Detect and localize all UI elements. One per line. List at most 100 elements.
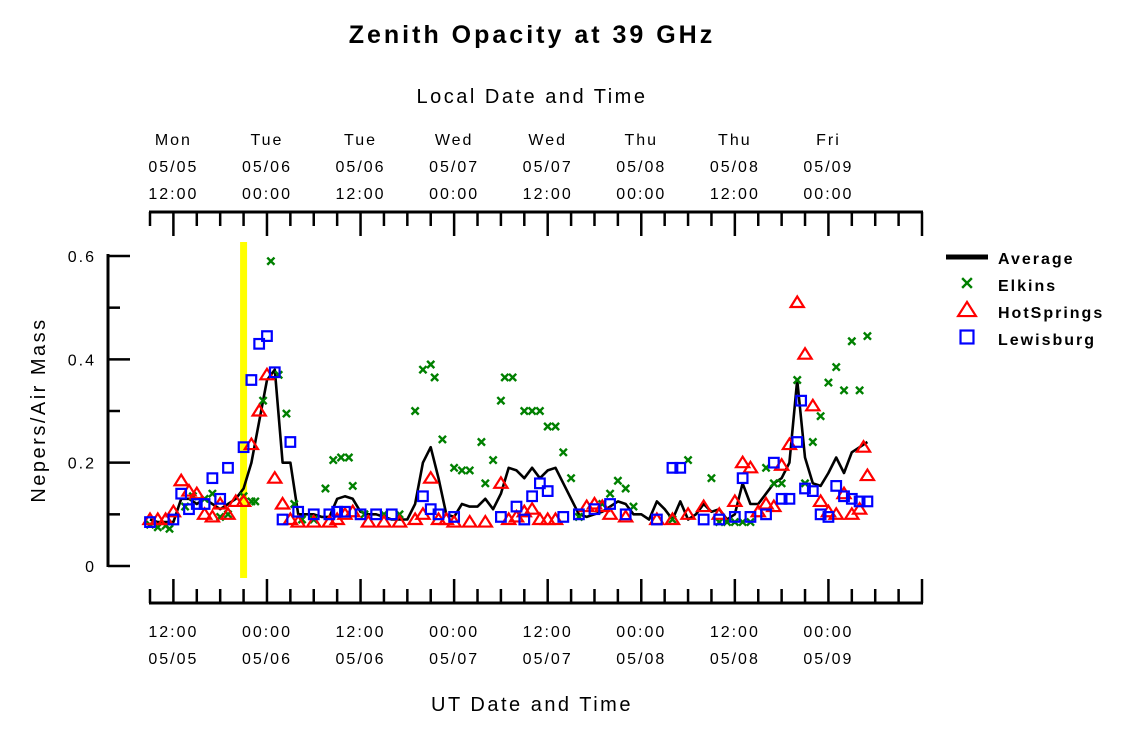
axes-layer: 0 0.2 0.4 0.6 Mon 05/05 12:00 Tue 05/06 00:00 Tue 0… [68,132,924,668]
lewisburg-point [237,441,250,454]
lewisburg-point [799,482,811,495]
top-tick-label: 12:00 [148,186,198,203]
elkins-point [855,385,865,395]
bottom-tick-label: 00:00 [429,624,479,641]
elkins-point [437,434,447,444]
lewisburg-point [518,513,531,526]
elkins-point-stroke [258,396,268,406]
elkins-point-stroke [437,434,447,444]
elkins-point-stroke [336,453,346,462]
lewisburg-point [331,505,344,518]
legend-label: HotSprings [998,305,1104,322]
series-elkins [145,256,872,534]
lewisburg-point [861,495,874,508]
lewisburg-point [760,508,772,521]
elkins-point-stroke [465,465,475,475]
lewisburg-point [432,508,445,521]
lewisburg-point [253,337,266,350]
top-tick-label: 05/08 [710,159,760,176]
elkins-point [266,256,276,266]
elkins-point [839,385,849,395]
lewisburg-point [736,472,749,485]
hotsprings-point [234,493,253,508]
elkins-point-stroke [250,496,260,506]
elkins-point [344,453,354,462]
elkins-point [551,422,560,431]
bottom-tick-label: 00:00 [616,624,666,641]
top-tick-label: 05/06 [336,159,386,176]
elkins-point [823,378,833,388]
elkins-point [496,396,506,406]
top-tick-label: Mon [155,132,192,149]
elkins-point-stroke [289,499,299,509]
hotsprings-point [749,503,767,518]
lewisburg-point [806,485,819,497]
hotsprings-point [788,294,806,309]
hotsprings-point [250,402,268,417]
elkins-point [808,437,818,447]
elkins-point-stroke [816,411,826,421]
hotsprings-point [585,495,604,510]
hotsprings-point [854,439,873,453]
legend-marker-stroke [961,277,973,289]
series-hotsprings [141,294,877,528]
top-tick-label: 12:00 [710,186,760,203]
hotsprings-point [375,514,393,528]
lewisburg-point [284,436,297,448]
elkins-point [336,453,346,462]
top-tick-label: 00:00 [616,186,666,203]
y-tick-label: 0 [85,559,96,576]
elkins-point [488,455,498,465]
lewisburg-point [588,503,601,516]
elkins-point-stroke [321,484,330,493]
elkins-point-stroke [480,478,490,488]
elkins-point-stroke [566,473,576,483]
legend-item-average: Average [946,251,1073,268]
elkins-point [519,406,529,416]
elkins-point-stroke [496,396,506,406]
elkins-point [457,465,467,475]
elkins-point-stroke [769,478,779,488]
lewisburg-point [822,511,835,523]
elkins-point [792,375,802,385]
lewisburg-point [830,480,843,492]
elkins-point [558,447,568,457]
lewisburg-point [783,492,796,505]
elkins-point [816,411,826,421]
lewisburg-point [448,511,461,523]
top-tick-label: 00:00 [429,186,479,203]
lewisburg-point [175,487,188,500]
elkins-point-stroke [847,336,857,346]
elkins-point-stroke [418,365,428,375]
lewisburg-point [198,498,211,510]
bottom-tick-label: 05/05 [148,651,198,668]
legend-item-hotsprings: HotSprings [956,299,1104,322]
elkins-point [527,406,537,416]
elkins-point [328,455,338,465]
hotsprings-point [679,506,697,520]
elkins-point [500,372,510,382]
lewisburg-point [713,513,726,526]
lewisburg-point [417,490,429,503]
bottom-tick-label: 12:00 [523,624,573,641]
elkins-point-stroke [621,484,631,493]
elkins-point [707,473,716,483]
elkins-point [605,489,615,499]
lewisburg-point [292,505,305,518]
lewisburg-point [245,374,258,386]
hotsprings-point [289,514,307,528]
lewisburg-point [370,508,383,521]
lewisburg-point [385,508,398,521]
hotsprings-point [219,506,237,520]
elkins-point [535,406,545,416]
bottom-tick-label: 12:00 [710,624,760,641]
bottom-tick-label: 05/06 [336,651,386,668]
hotsprings-point [359,514,377,528]
elkins-point-stroke [426,360,436,369]
top-tick-label: 05/05 [148,159,198,176]
lewisburg-point [541,485,554,497]
lewisburg-point [795,394,808,407]
hotsprings-point [164,503,182,518]
legend-item-elkins: Elkins [961,277,1055,295]
